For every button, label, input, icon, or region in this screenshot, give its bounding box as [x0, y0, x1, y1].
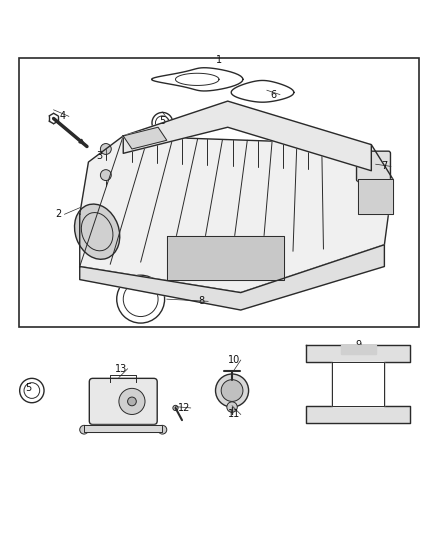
Polygon shape	[341, 345, 376, 353]
Text: 12: 12	[178, 403, 191, 413]
Ellipse shape	[74, 204, 120, 259]
Text: 13: 13	[115, 364, 127, 374]
FancyBboxPatch shape	[357, 151, 391, 182]
Circle shape	[215, 374, 249, 407]
Text: 10: 10	[228, 355, 240, 365]
Circle shape	[158, 425, 167, 434]
Circle shape	[127, 397, 136, 406]
Polygon shape	[167, 236, 284, 279]
Circle shape	[221, 379, 243, 401]
Text: 9: 9	[355, 340, 361, 350]
Circle shape	[100, 169, 111, 181]
Polygon shape	[80, 136, 393, 293]
Text: 8: 8	[198, 296, 205, 306]
Text: 5: 5	[159, 116, 166, 126]
FancyBboxPatch shape	[89, 378, 157, 424]
Text: 4: 4	[59, 111, 65, 122]
Polygon shape	[358, 180, 393, 214]
Text: 1: 1	[216, 55, 222, 65]
Circle shape	[119, 389, 145, 415]
Text: 5: 5	[26, 383, 32, 393]
Polygon shape	[123, 101, 371, 171]
Text: 2: 2	[55, 209, 61, 219]
Polygon shape	[306, 345, 410, 423]
Circle shape	[80, 425, 88, 434]
Polygon shape	[123, 127, 167, 149]
Polygon shape	[84, 425, 162, 432]
Polygon shape	[332, 362, 385, 406]
Text: 7: 7	[381, 161, 388, 172]
Circle shape	[173, 405, 178, 410]
Polygon shape	[80, 245, 385, 310]
Text: 11: 11	[228, 409, 240, 419]
Text: 3: 3	[96, 150, 102, 160]
Circle shape	[100, 143, 111, 155]
Circle shape	[227, 402, 237, 413]
Text: 6: 6	[270, 90, 276, 100]
